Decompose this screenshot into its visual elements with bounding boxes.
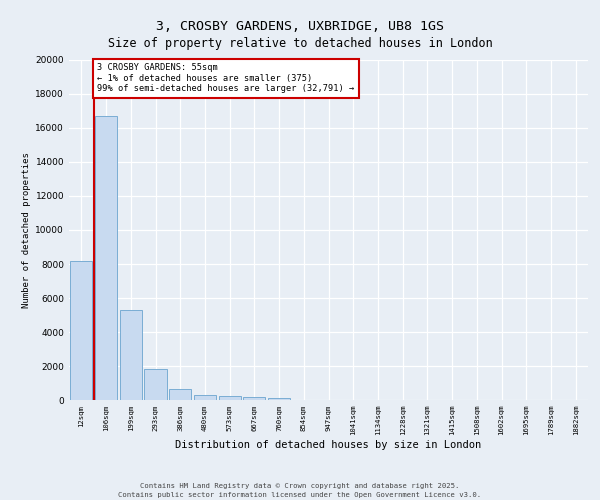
Bar bbox=[194, 395, 216, 400]
Text: 3, CROSBY GARDENS, UXBRIDGE, UB8 1GS: 3, CROSBY GARDENS, UXBRIDGE, UB8 1GS bbox=[156, 20, 444, 33]
Text: Size of property relative to detached houses in London: Size of property relative to detached ho… bbox=[107, 38, 493, 51]
Bar bbox=[70, 260, 92, 400]
Y-axis label: Number of detached properties: Number of detached properties bbox=[22, 152, 31, 308]
Bar bbox=[218, 396, 241, 400]
Bar bbox=[119, 310, 142, 400]
Bar bbox=[169, 389, 191, 400]
Bar bbox=[243, 398, 265, 400]
X-axis label: Distribution of detached houses by size in London: Distribution of detached houses by size … bbox=[175, 440, 482, 450]
Bar bbox=[145, 370, 167, 400]
Text: 3 CROSBY GARDENS: 55sqm
← 1% of detached houses are smaller (375)
99% of semi-de: 3 CROSBY GARDENS: 55sqm ← 1% of detached… bbox=[97, 64, 355, 93]
Bar bbox=[268, 398, 290, 400]
Bar bbox=[95, 116, 117, 400]
Text: Contains HM Land Registry data © Crown copyright and database right 2025.
Contai: Contains HM Land Registry data © Crown c… bbox=[118, 483, 482, 498]
